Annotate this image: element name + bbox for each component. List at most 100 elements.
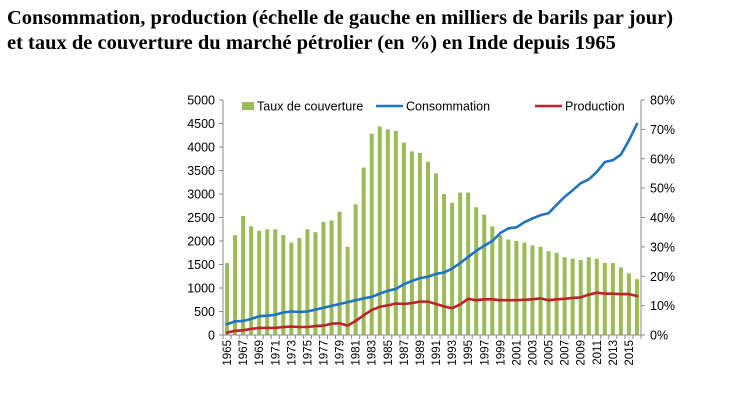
- left-tick-label: 2000: [187, 235, 215, 249]
- left-tick-label: 3500: [187, 164, 215, 178]
- bar-couverture-1980: [345, 246, 350, 336]
- bar-couverture-1992: [442, 194, 447, 335]
- bar-couverture-1987: [401, 142, 406, 335]
- right-tick-label: 40%: [650, 211, 675, 225]
- bar-couverture-1988: [409, 151, 414, 335]
- legend-label-consommation: Consommation: [406, 100, 490, 114]
- bar-couverture-1970: [265, 229, 270, 335]
- bar-couverture-2013: [610, 263, 615, 335]
- legend-swatch-taux-de-couverture: [242, 102, 254, 110]
- bar-couverture-1997: [482, 214, 487, 335]
- bar-couverture-1977: [321, 221, 326, 335]
- bar-couverture-1983: [369, 133, 374, 335]
- chart-title-line-2: et taux de couverture du marché pétrolie…: [7, 32, 616, 54]
- left-tick-label: 3000: [187, 188, 215, 202]
- bar-couverture-1969: [257, 230, 262, 335]
- bar-couverture-2003: [530, 245, 535, 335]
- bar-couverture-1984: [377, 126, 382, 335]
- bar-couverture-2004: [538, 246, 543, 336]
- x-tick-label: 2001: [511, 340, 523, 366]
- right-tick-label: 0%: [650, 329, 668, 343]
- x-tick-label: 1973: [286, 340, 298, 366]
- x-tick-label: 1983: [367, 340, 379, 366]
- left-tick-label: 5000: [187, 94, 215, 108]
- x-tick-label: 1999: [495, 340, 507, 366]
- legend-label-taux-de-couverture: Taux de couverture: [257, 100, 363, 114]
- bar-couverture-2002: [522, 242, 527, 335]
- bar-couverture-1982: [361, 167, 366, 335]
- left-tick-label: 1000: [187, 282, 215, 296]
- x-tick-label: 1971: [270, 340, 282, 366]
- x-tick-label: 1981: [351, 340, 363, 366]
- bar-couverture-1985: [385, 129, 390, 336]
- left-tick-label: 4000: [187, 141, 215, 155]
- line-consommation: [225, 122, 639, 326]
- bar-couverture-1967: [241, 216, 246, 335]
- bar-couverture-1991: [434, 173, 439, 335]
- x-tick-label: 2015: [624, 340, 636, 366]
- right-tick-label: 30%: [650, 240, 675, 254]
- bar-couverture-1989: [417, 152, 422, 336]
- left-tick-label: 4500: [187, 117, 215, 131]
- bar-couverture-1968: [249, 226, 254, 335]
- line-production: [225, 291, 639, 334]
- left-tick-label: 0: [208, 329, 215, 343]
- x-tick-label: 1979: [335, 340, 347, 366]
- x-tick-label: 2011: [592, 340, 604, 365]
- x-tick-label: 1995: [463, 340, 475, 366]
- bar-couverture-1974: [297, 238, 302, 335]
- bar-couverture-1973: [289, 242, 294, 335]
- bar-couverture-2010: [586, 257, 591, 335]
- x-tick-label: 1967: [238, 340, 250, 366]
- legend: Taux de couverture Consommation Production: [242, 100, 625, 114]
- bar-couverture-1981: [353, 204, 358, 335]
- x-tick-label: 2007: [560, 340, 572, 366]
- x-tick-label: 1987: [399, 340, 411, 366]
- bar-couverture-1998: [490, 226, 495, 335]
- bar-couverture-1971: [273, 229, 278, 335]
- x-tick-label: 1965: [222, 340, 234, 366]
- x-tick-label: 2005: [544, 340, 556, 366]
- bar-couverture-2016: [634, 279, 639, 335]
- x-tick-label: 1969: [254, 340, 266, 366]
- chart-title: Consommation, production (échelle de gau…: [7, 6, 752, 56]
- x-tick-label: 1993: [447, 340, 459, 366]
- left-tick-label: 2500: [187, 211, 215, 225]
- x-tick-label: 1997: [479, 340, 491, 366]
- bar-couverture-2011: [594, 258, 599, 336]
- left-tick-label: 1500: [187, 258, 215, 272]
- right-tick-label: 70%: [650, 123, 675, 137]
- bar-couverture-1966: [233, 235, 238, 336]
- bar-couverture-1965: [225, 263, 230, 335]
- bar-couverture-1995: [466, 192, 471, 335]
- x-tick-label: 1977: [318, 340, 330, 366]
- bar-couverture-2005: [546, 251, 551, 335]
- bar-couverture-2000: [506, 239, 511, 335]
- x-tick-label: 1989: [415, 340, 427, 366]
- right-tick-label: 50%: [650, 182, 675, 196]
- x-tick-label: 2003: [527, 340, 539, 366]
- chart-title-line-1: Consommation, production (échelle de gau…: [7, 7, 674, 29]
- right-tick-label: 80%: [650, 94, 675, 108]
- bar-couverture-1972: [281, 235, 286, 336]
- x-tick-label: 1991: [431, 340, 443, 366]
- bar-couverture-1990: [425, 161, 430, 335]
- bar-couverture-1978: [329, 220, 334, 335]
- right-tick-label: 20%: [650, 270, 675, 284]
- right-tick-label: 60%: [650, 152, 675, 166]
- bar-couverture-1975: [305, 229, 310, 335]
- bar-couverture-1996: [474, 207, 479, 335]
- bar-couverture-1976: [313, 232, 318, 335]
- x-tick-label: 1985: [383, 340, 395, 366]
- bar-couverture-1999: [498, 235, 503, 336]
- bar-couverture-2007: [562, 257, 567, 335]
- left-tick-label: 500: [194, 305, 215, 319]
- legend-label-production: Production: [565, 100, 625, 114]
- bar-couverture-2012: [602, 263, 607, 335]
- bar-couverture-2001: [514, 241, 519, 335]
- x-tick-label: 2013: [608, 340, 620, 366]
- right-tick-label: 10%: [650, 299, 675, 313]
- x-tick-label: 1975: [302, 340, 314, 366]
- bar-couverture-1986: [393, 130, 398, 335]
